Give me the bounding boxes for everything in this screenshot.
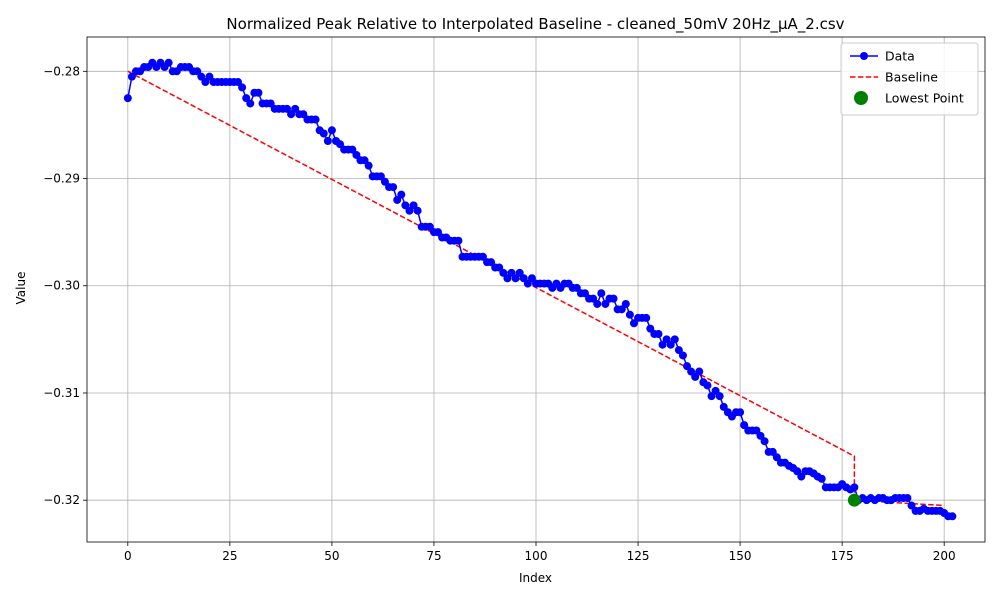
chart-title: Normalized Peak Relative to Interpolated… — [226, 15, 844, 34]
y-tick-label: −0.29 — [43, 172, 80, 186]
legend-label: Baseline — [885, 70, 938, 85]
data-point — [654, 329, 663, 338]
x-tick-label: 25 — [222, 549, 237, 563]
data-point — [850, 483, 859, 492]
data-point — [703, 381, 712, 390]
x-tick-label: 0 — [124, 549, 132, 563]
x-tick-label: 125 — [627, 549, 650, 563]
x-tick-label: 75 — [426, 549, 441, 563]
data-point — [389, 183, 398, 192]
data-point — [621, 299, 630, 308]
data-point — [948, 512, 957, 521]
lowest-point-layer — [847, 493, 861, 507]
data-point — [327, 126, 336, 135]
data-point — [760, 437, 769, 446]
data-point — [593, 299, 602, 308]
data-point — [736, 408, 745, 417]
y-tick-label: −0.30 — [43, 279, 80, 293]
data-point — [164, 58, 173, 67]
x-tick-label: 50 — [324, 549, 339, 563]
data-point — [625, 310, 634, 319]
y-axis-ticks: −0.28 −0.29 −0.30 −0.31 −0.32 — [43, 64, 87, 507]
data-point — [678, 351, 687, 360]
x-axis-label: Index — [519, 571, 552, 585]
data-point — [670, 335, 679, 344]
data-point — [364, 161, 373, 170]
data-point — [597, 289, 606, 298]
grid — [87, 37, 985, 542]
x-axis-ticks: 0 25 50 75 100 125 150 175 200 — [124, 542, 956, 563]
data-point — [695, 367, 704, 376]
data-point — [609, 294, 618, 303]
y-tick-label: −0.28 — [43, 64, 80, 78]
x-tick-label: 150 — [729, 549, 752, 563]
x-tick-label: 200 — [933, 549, 956, 563]
data-point — [817, 474, 826, 483]
data-point — [311, 115, 320, 124]
data-point — [397, 190, 406, 199]
y-axis-label: Value — [14, 272, 28, 305]
legend-label: Data — [885, 49, 915, 64]
data-point — [903, 494, 912, 503]
data-point — [246, 99, 255, 108]
x-tick-label: 100 — [525, 549, 548, 563]
data-point — [123, 94, 132, 103]
x-tick-label: 175 — [831, 549, 854, 563]
lowest-point-marker — [847, 493, 861, 507]
y-tick-label: −0.31 — [43, 386, 80, 400]
data-point — [319, 129, 328, 138]
data-point — [238, 83, 247, 92]
legend-box — [840, 42, 979, 116]
y-tick-label: −0.32 — [43, 493, 80, 507]
data-layer — [123, 58, 957, 521]
data-point — [323, 137, 332, 146]
data-point — [715, 392, 724, 401]
legend-data-swatch-marker — [860, 52, 868, 60]
data-point — [642, 313, 651, 322]
data-point — [413, 206, 422, 215]
legend-lowest-swatch — [854, 91, 868, 105]
legend: Data Baseline Lowest Point — [840, 42, 979, 116]
legend-label: Lowest Point — [885, 91, 964, 106]
data-point — [254, 88, 263, 97]
data-point — [454, 236, 463, 245]
